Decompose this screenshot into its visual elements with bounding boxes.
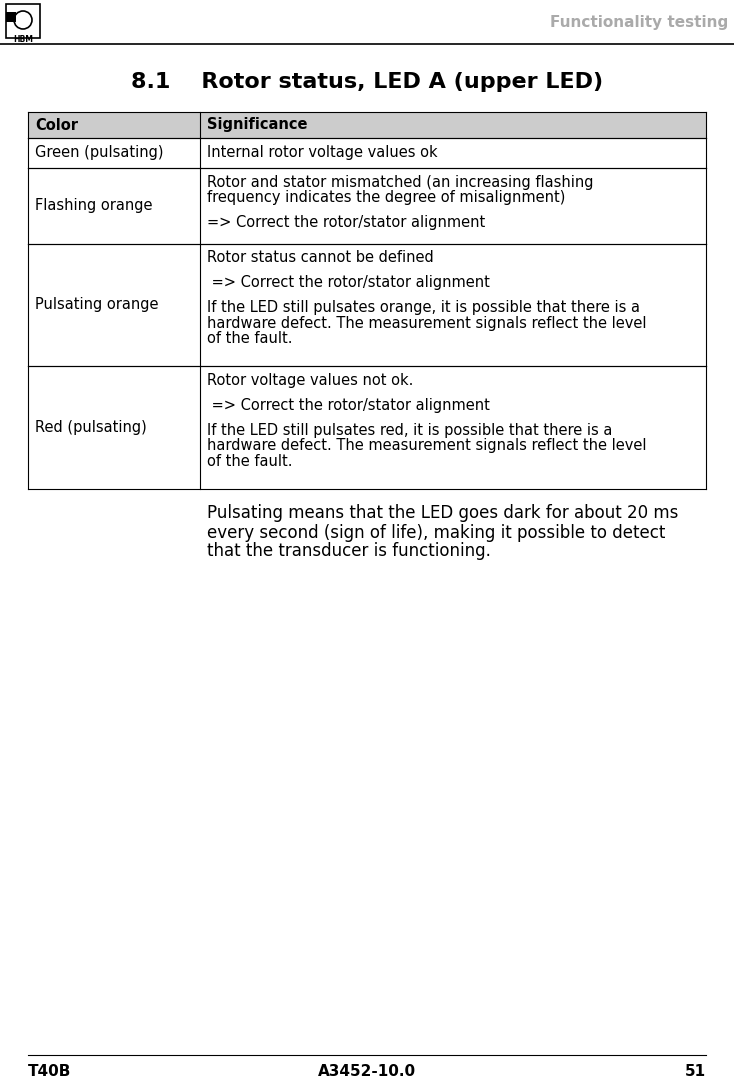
Text: Green (pulsating): Green (pulsating)	[35, 145, 164, 160]
Bar	[28, 138, 706, 168]
Text: Rotor status cannot be defined: Rotor status cannot be defined	[207, 251, 434, 266]
Bar	[6, 12, 16, 22]
Text: Significance: Significance	[207, 118, 308, 133]
Text: hardware defect. The measurement signals reflect the level: hardware defect. The measurement signals…	[207, 316, 647, 330]
Text: => Correct the rotor/stator alignment: => Correct the rotor/stator alignment	[207, 276, 490, 290]
Text: => Correct the rotor/stator alignment: => Correct the rotor/stator alignment	[207, 398, 490, 413]
Text: 8.1    Rotor status, LED A (upper LED): 8.1 Rotor status, LED A (upper LED)	[131, 72, 603, 92]
Text: A3452-10.0: A3452-10.0	[318, 1064, 416, 1078]
Text: Color: Color	[35, 118, 78, 133]
Bar	[28, 168, 706, 243]
Text: If the LED still pulsates orange, it is possible that there is a: If the LED still pulsates orange, it is …	[207, 300, 640, 315]
Text: T40B: T40B	[28, 1064, 71, 1078]
Text: of the fault.: of the fault.	[207, 453, 293, 469]
Text: Internal rotor voltage values ok: Internal rotor voltage values ok	[207, 145, 437, 160]
Text: hardware defect. The measurement signals reflect the level: hardware defect. The measurement signals…	[207, 438, 647, 453]
Bar	[28, 112, 706, 138]
Text: Pulsating orange: Pulsating orange	[35, 298, 159, 312]
Text: If the LED still pulsates red, it is possible that there is a: If the LED still pulsates red, it is pos…	[207, 423, 612, 437]
Text: 51: 51	[685, 1064, 706, 1078]
Text: Rotor and stator mismatched (an increasing flashing: Rotor and stator mismatched (an increasi…	[207, 174, 594, 190]
Text: Flashing orange: Flashing orange	[35, 198, 153, 213]
Bar	[6, 4, 40, 38]
Text: frequency indicates the degree of misalignment): frequency indicates the degree of misali…	[207, 190, 565, 205]
Text: every second (sign of life), making it possible to detect: every second (sign of life), making it p…	[207, 523, 666, 542]
Text: => Correct the rotor/stator alignment: => Correct the rotor/stator alignment	[207, 215, 485, 230]
Text: that the transducer is functioning.: that the transducer is functioning.	[207, 543, 491, 560]
Text: Rotor voltage values not ok.: Rotor voltage values not ok.	[207, 373, 413, 388]
Text: HBM: HBM	[13, 35, 33, 44]
Text: Functionality testing: Functionality testing	[550, 14, 728, 29]
Text: Pulsating means that the LED goes dark for about 20 ms: Pulsating means that the LED goes dark f…	[207, 505, 678, 522]
Bar	[28, 366, 706, 488]
Text: Red (pulsating): Red (pulsating)	[35, 420, 147, 435]
Circle shape	[14, 11, 32, 29]
Bar	[28, 243, 706, 366]
Text: of the fault.: of the fault.	[207, 331, 293, 347]
